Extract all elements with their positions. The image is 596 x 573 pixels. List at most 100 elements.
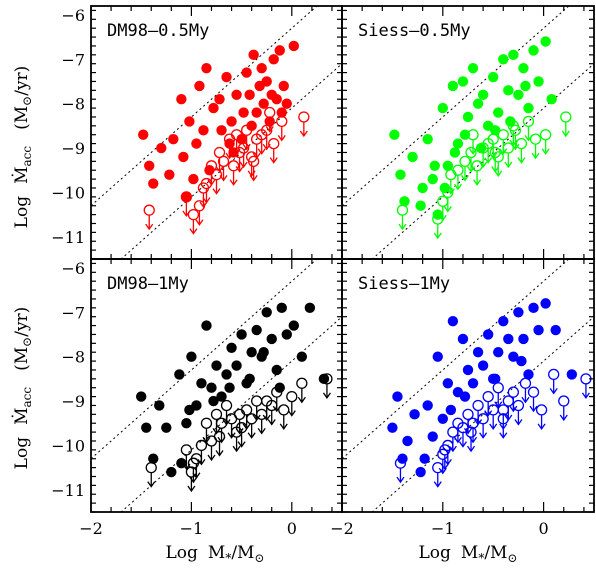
- y-tick-label: −6: [61, 6, 85, 25]
- detection-point: [154, 400, 165, 411]
- y-axis-sun-2: ⊙: [20, 337, 34, 347]
- y-axis-mdot: Ṁ: [11, 166, 32, 183]
- detection-point: [181, 418, 192, 429]
- upper-limit-point: [268, 137, 280, 150]
- y-tick-label: −8: [61, 95, 85, 114]
- upper-limit-arrow-head: [249, 174, 258, 182]
- detection-point: [399, 196, 410, 207]
- y-tick-label: −6: [61, 259, 85, 278]
- upper-limit-arrow-head: [187, 485, 196, 493]
- x-axis-m-2: M: [461, 543, 478, 563]
- upper-limit-arrow-head: [299, 130, 308, 138]
- panel-frame-bottom-right: [341, 258, 595, 513]
- upper-limit-point: [452, 164, 464, 176]
- detection-point: [248, 49, 259, 61]
- upper-limit-point: [278, 404, 290, 416]
- detection-point: [201, 62, 212, 74]
- reference-line-1: [342, 6, 570, 207]
- y-axis-units-2: (M: [12, 347, 32, 371]
- detection-point: [488, 71, 499, 83]
- upper-limit-arrow-head: [521, 396, 530, 404]
- upper-limit-arrow-head: [242, 423, 251, 431]
- svg-text:LogṀacc(M⊙/yr): Log Ṁacc (M⊙/yr): [11, 66, 34, 229]
- upper-limit-arrow-head: [262, 414, 271, 422]
- detection-point: [445, 404, 457, 416]
- detection-point: [457, 333, 469, 345]
- detection-point: [274, 45, 285, 56]
- detection-point: [493, 347, 504, 358]
- upper-limit-arrow-head: [398, 223, 407, 231]
- plot-area-top-right: [342, 6, 594, 259]
- upper-limit-arrow-head: [269, 157, 278, 164]
- detection-point: [422, 133, 433, 145]
- y-tick-label: −11: [51, 228, 85, 247]
- upper-limit-point: [527, 386, 540, 398]
- detection-point: [148, 453, 159, 464]
- panel-label-top-left: DM98–0.5My: [107, 21, 209, 41]
- detection-point: [186, 351, 197, 362]
- detection-point: [508, 351, 519, 362]
- reference-line-2: [120, 316, 342, 512]
- upper-limit-arrow-head: [504, 161, 513, 169]
- detection-point: [415, 466, 426, 478]
- detection-point: [520, 80, 531, 92]
- detection-point: [493, 107, 504, 118]
- upper-limit-point: [459, 155, 471, 168]
- detection-point: [136, 391, 147, 402]
- detection-point: [161, 422, 172, 433]
- y-axis-title-bottom: Log Ṁacc (M⊙/yr): [11, 307, 34, 470]
- panel-label-bottom-right: Siess–1My: [358, 274, 450, 294]
- x-tick-label: 0: [287, 519, 297, 538]
- panel-bottom-right: −2 −1 0 Siess–1My: [330, 258, 595, 538]
- detection-point: [226, 116, 237, 127]
- panel-frame-bottom-left: [90, 258, 343, 513]
- upper-limit-arrow-head: [494, 170, 503, 178]
- detection-point: [168, 133, 179, 145]
- detection-point: [276, 302, 287, 314]
- x-axis-star: *: [225, 551, 231, 565]
- detection-point: [288, 40, 300, 52]
- detection-point: [238, 107, 249, 118]
- upper-limit-arrow-head: [499, 423, 508, 431]
- upper-limit-arrow-head: [463, 427, 473, 435]
- y-axis-log: Log: [12, 196, 32, 229]
- upper-limit-arrow-head: [215, 166, 224, 173]
- upper-limit-arrow-head: [257, 427, 266, 435]
- x-axis-slash-2: /M: [484, 543, 507, 563]
- detection-point: [523, 102, 534, 114]
- y-axis-acc: acc: [20, 146, 34, 167]
- detection-point: [533, 324, 544, 336]
- detection-point: [194, 80, 205, 92]
- detection-point: [141, 422, 152, 433]
- detection-point: [214, 94, 225, 105]
- detection-point: [216, 391, 227, 402]
- detection-point: [523, 369, 534, 380]
- detection-point: [513, 89, 524, 100]
- upper-limit-arrow-head: [541, 148, 550, 155]
- upper-limit-arrow-head: [229, 179, 238, 186]
- panel-top-right: Siess–0.5My: [341, 5, 595, 260]
- upper-limit-arrow-head: [235, 166, 244, 173]
- x-axis-sun-2: ⊙: [507, 551, 517, 565]
- x-axis-star-2: *: [478, 551, 484, 565]
- detection-point: [402, 435, 413, 447]
- detection-point: [459, 391, 471, 402]
- detection-point: [490, 373, 501, 385]
- detection-point: [304, 302, 316, 314]
- detection-point: [533, 76, 544, 87]
- detection-point: [244, 89, 255, 100]
- y-axis-sun: ⊙: [20, 96, 34, 106]
- detection-point: [540, 36, 551, 47]
- detection-point: [261, 76, 272, 87]
- detection-point: [528, 302, 539, 314]
- detection-point: [156, 142, 167, 154]
- detection-point: [216, 125, 227, 136]
- upper-limit-arrow-head: [549, 388, 558, 395]
- detection-point: [181, 191, 192, 203]
- upper-limit-arrow-head: [396, 476, 405, 484]
- detection-point: [144, 160, 155, 171]
- upper-limit-arrow-head: [529, 405, 538, 413]
- detection-point: [459, 129, 471, 140]
- upper-limit-arrow-head: [279, 423, 288, 431]
